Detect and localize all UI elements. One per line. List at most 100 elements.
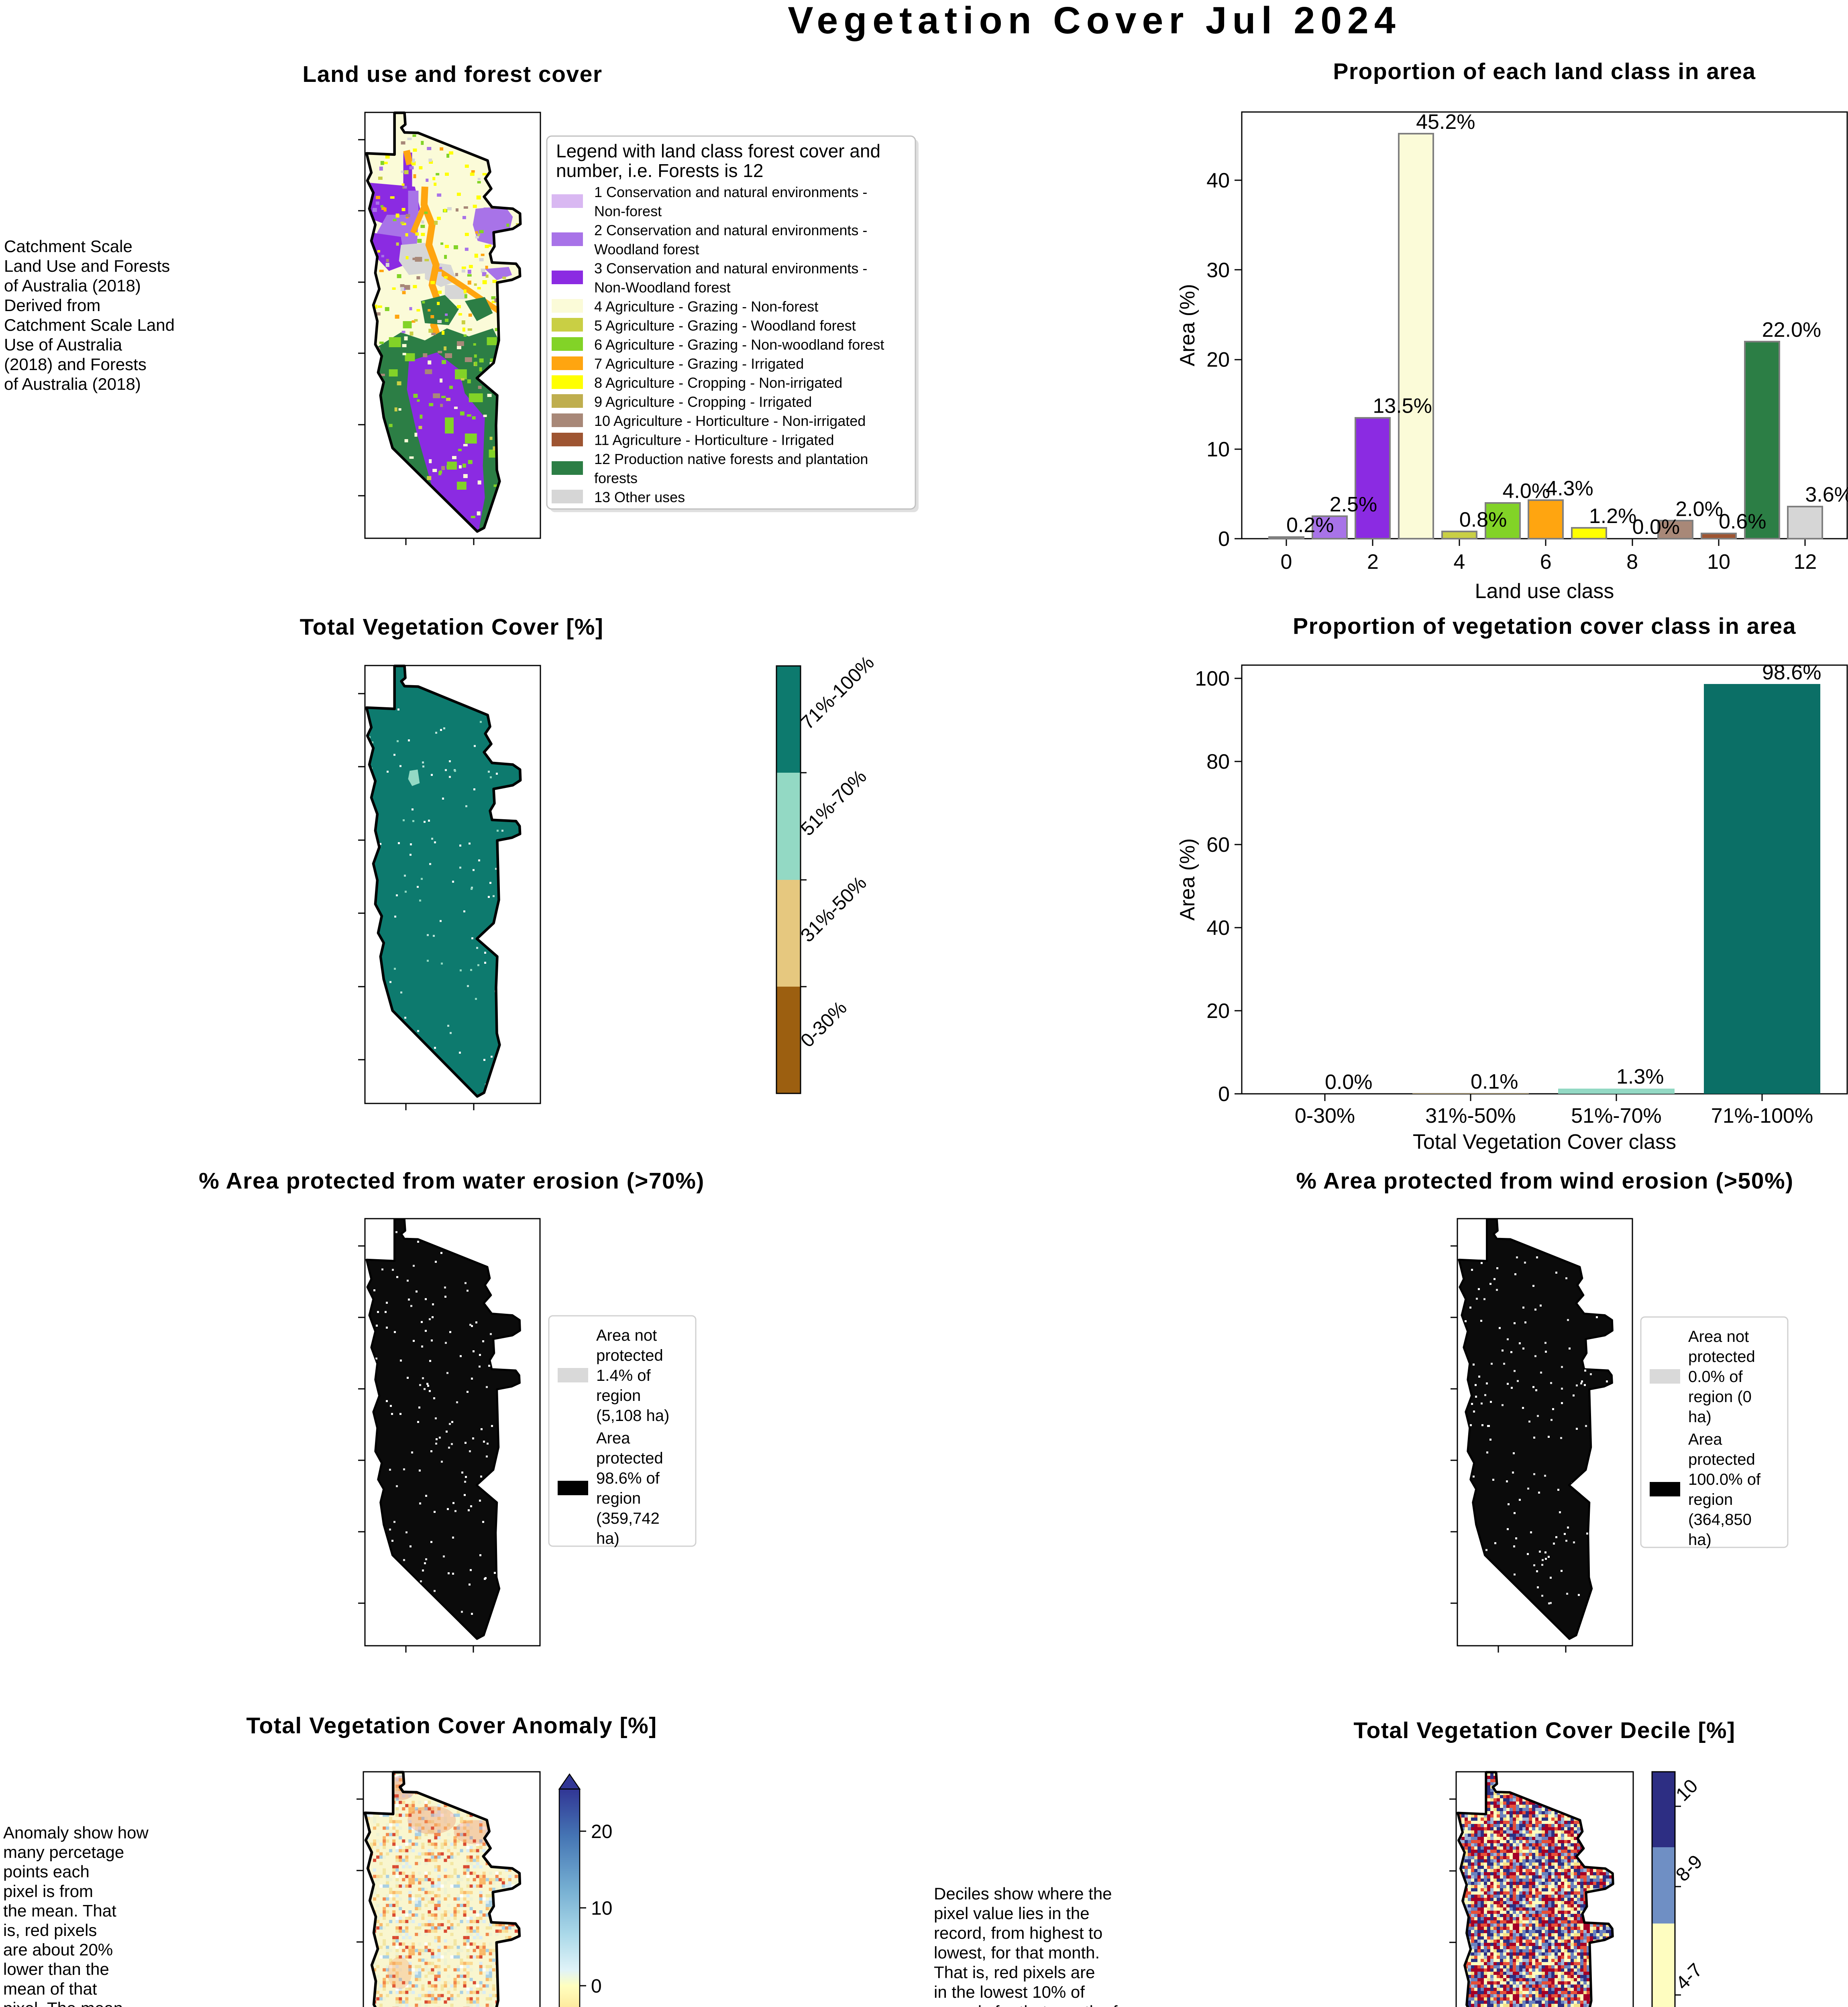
svg-text:Woodland forest: Woodland forest [594,241,699,258]
svg-text:Area (%): Area (%) [1176,838,1199,920]
svg-text:lower than the: lower than the [3,1960,109,1979]
svg-text:11 Agriculture - Horticulture: 11 Agriculture - Horticulture - Irrigate… [594,432,834,448]
svg-text:5 Agriculture - Grazing - Wood: 5 Agriculture - Grazing - Woodland fores… [594,318,856,334]
svg-text:3 Conservation and natural env: 3 Conservation and natural environments … [594,260,867,277]
svg-text:% Area protected from wind ero: % Area protected from wind erosion (>50%… [1296,1168,1793,1194]
svg-text:protected: protected [596,1449,663,1467]
svg-text:4.3%: 4.3% [1546,477,1593,500]
svg-text:is, red pixels: is, red pixels [3,1921,97,1940]
svg-text:0-30%: 0-30% [1295,1104,1355,1128]
svg-text:4: 4 [1453,550,1465,574]
svg-text:30: 30 [1206,259,1230,282]
svg-text:ha): ha) [1688,1531,1711,1549]
svg-text:1.4% of: 1.4% of [596,1367,651,1384]
svg-text:of Australia (2018): of Australia (2018) [4,375,141,393]
svg-text:Non-forest: Non-forest [594,203,662,220]
svg-text:0: 0 [1281,550,1292,574]
svg-text:Proportion of each land class: Proportion of each land class in area [1333,59,1756,84]
svg-text:0: 0 [1218,527,1230,551]
svg-text:100.0% of: 100.0% of [1688,1471,1761,1488]
svg-text:22.0%: 22.0% [1762,318,1821,342]
svg-text:number, i.e. Forests is 12: number, i.e. Forests is 12 [556,160,763,181]
svg-text:13 Other uses: 13 Other uses [594,489,685,505]
svg-text:6 Agriculture - Grazing - Non-: 6 Agriculture - Grazing - Non-woodland f… [594,336,884,353]
svg-text:mean of that: mean of that [3,1979,97,1998]
svg-text:ha): ha) [596,1530,619,1547]
svg-text:1.2%: 1.2% [1589,505,1637,528]
svg-text:4.0%: 4.0% [1503,480,1551,503]
svg-text:% Area protected from water er: % Area protected from water erosion (>70… [199,1168,705,1194]
svg-text:0.8%: 0.8% [1459,508,1507,531]
svg-text:pixel value lies in the: pixel value lies in the [934,1904,1090,1923]
svg-text:record, from highest to: record, from highest to [934,1924,1102,1942]
svg-text:13.5%: 13.5% [1373,395,1432,418]
svg-text:pixel. The mean: pixel. The mean [3,1999,123,2007]
svg-text:region: region [596,1490,641,1507]
svg-text:protected: protected [1688,1348,1755,1366]
svg-text:Anomaly show how: Anomaly show how [3,1823,149,1842]
svg-text:Land use and forest cover: Land use and forest cover [302,61,602,87]
svg-text:9 Agriculture - Cropping - Irr: 9 Agriculture - Cropping - Irrigated [594,394,812,410]
svg-text:records for that month of: records for that month of [934,2002,1118,2007]
svg-text:71%-100%: 71%-100% [1711,1104,1813,1128]
svg-text:Total Vegetation Cover Anomaly: Total Vegetation Cover Anomaly [%] [246,1713,657,1738]
svg-text:40: 40 [1206,916,1230,940]
svg-text:Land Use and Forests: Land Use and Forests [4,256,170,275]
svg-text:100: 100 [1195,667,1230,690]
svg-text:Area not: Area not [1688,1328,1749,1345]
svg-text:0: 0 [591,1976,602,1997]
svg-text:2 Conservation and natural env: 2 Conservation and natural environments … [594,222,867,238]
svg-text:Area: Area [596,1429,630,1447]
svg-text:1 Conservation and natural env: 1 Conservation and natural environments … [594,184,867,200]
svg-text:20: 20 [1206,999,1230,1023]
svg-text:protected: protected [596,1347,663,1364]
svg-text:80: 80 [1206,750,1230,773]
svg-text:0.1%: 0.1% [1471,1070,1518,1093]
svg-text:protected: protected [1688,1451,1755,1468]
svg-text:of Australia (2018): of Australia (2018) [4,276,141,295]
svg-text:Catchment Scale: Catchment Scale [4,237,132,256]
svg-text:98.6% of: 98.6% of [596,1470,660,1487]
svg-text:points each: points each [3,1862,90,1881]
svg-text:Use of Australia: Use of Australia [4,335,122,354]
svg-text:are about 20%: are about 20% [3,1940,113,1959]
svg-text:12: 12 [1793,550,1817,574]
svg-text:20: 20 [1206,348,1230,372]
svg-text:8 Agriculture - Cropping - Non: 8 Agriculture - Cropping - Non-irrigated [594,375,842,391]
svg-text:Area: Area [1688,1431,1722,1448]
svg-text:region: region [596,1387,641,1404]
svg-text:0.0%: 0.0% [1325,1071,1373,1094]
svg-text:in the lowest 10% of: in the lowest 10% of [934,1983,1085,2001]
svg-text:45.2%: 45.2% [1416,110,1475,134]
svg-text:many percetage: many percetage [3,1843,124,1862]
svg-text:0.6%: 0.6% [1719,510,1767,533]
svg-text:(359,742: (359,742 [596,1510,660,1527]
svg-text:0: 0 [1218,1083,1230,1106]
svg-text:ha): ha) [1688,1408,1711,1426]
svg-text:(2018) and Forests: (2018) and Forests [4,355,147,374]
svg-text:Deciles show where the: Deciles show where the [934,1884,1112,1903]
svg-text:3.6%: 3.6% [1805,483,1848,507]
svg-text:10: 10 [1206,438,1230,461]
svg-text:10: 10 [1707,550,1730,574]
svg-text:That is, red pixels are: That is, red pixels are [934,1963,1095,1982]
svg-text:Legend with land class forest: Legend with land class forest cover and [556,140,880,161]
svg-text:40: 40 [1206,169,1230,192]
svg-text:Land use class: Land use class [1475,580,1614,603]
svg-text:Total Vegetation Cover [%]: Total Vegetation Cover [%] [300,614,604,640]
svg-text:region: region [1688,1491,1733,1508]
svg-text:10: 10 [591,1898,612,1919]
svg-text:Derived from: Derived from [4,296,100,315]
svg-text:Area (%): Area (%) [1176,284,1199,366]
svg-text:0.2%: 0.2% [1286,514,1334,537]
svg-text:8: 8 [1626,550,1638,574]
svg-text:the mean. That: the mean. That [3,1901,116,1920]
svg-text:Proportion of vegetation cover: Proportion of vegetation cover class in … [1293,613,1796,639]
svg-text:7 Agriculture - Grazing - Irri: 7 Agriculture - Grazing - Irrigated [594,356,804,372]
svg-text:pixel is from: pixel is from [3,1882,93,1901]
svg-text:2.5%: 2.5% [1330,493,1377,516]
svg-text:6: 6 [1540,550,1552,574]
svg-text:region (0: region (0 [1688,1388,1752,1406]
svg-text:4 Agriculture - Grazing - Non-: 4 Agriculture - Grazing - Non-forest [594,298,818,315]
svg-text:(364,850: (364,850 [1688,1511,1752,1529]
